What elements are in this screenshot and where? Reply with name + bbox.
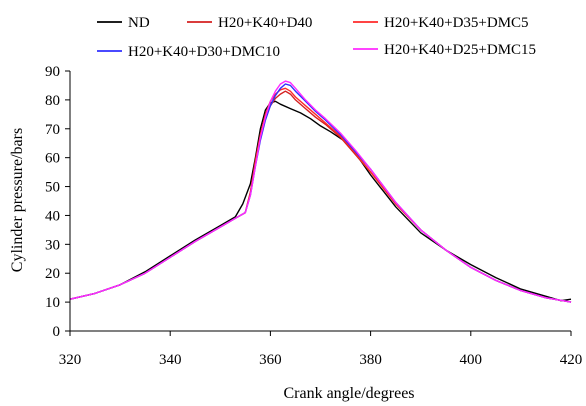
series-line-2 (69, 90, 572, 303)
y-tick-label: 30 (45, 237, 60, 253)
y-tick-label: 40 (45, 208, 60, 224)
x-tick-label: 340 (159, 352, 182, 368)
x-tick-label: 420 (560, 352, 583, 368)
legend-label: H20+K40+D30+DMC10 (128, 44, 280, 60)
legend-item-2: H20+K40+D40 (187, 15, 312, 31)
legend-item-3: H20+K40+D35+DMC5 (353, 15, 529, 31)
legend-label: H20+K40+D35+DMC5 (384, 15, 529, 31)
legend-label: ND (128, 15, 150, 31)
axes: 0 10 20 30 40 50 60 70 80 90 320 340 360 380 400 420 (45, 64, 582, 368)
series-line-1 (69, 100, 572, 302)
legend: ND H20+K40+D40 H20+K40+D35+DMC5 H20+K40+D30… (97, 15, 536, 60)
x-tick-label: 380 (359, 352, 382, 368)
legend-item-5: H20+K40+D25+DMC15 (353, 42, 536, 58)
y-tick-label: 50 (45, 180, 60, 196)
series-line-5 (69, 80, 572, 303)
legend-item-4: H20+K40+D30+DMC10 (97, 44, 280, 60)
y-tick-label: 60 (45, 151, 60, 167)
x-tick-label: 320 (59, 352, 82, 368)
y-tick-label: 90 (45, 64, 60, 80)
y-tick-label: 20 (45, 266, 60, 282)
y-tick-label: 70 (45, 122, 60, 138)
x-tick-label: 360 (259, 352, 282, 368)
x-axis-title: Crank angle/degrees (283, 385, 414, 402)
x-tick-label: 400 (460, 352, 483, 368)
legend-label: H20+K40+D40 (218, 15, 312, 31)
legend-label: H20+K40+D25+DMC15 (384, 42, 536, 58)
legend-item-1: ND (97, 15, 150, 31)
y-tick-label: 0 (53, 324, 61, 340)
plot-area (69, 80, 572, 303)
y-tick-label: 10 (45, 295, 60, 311)
y-tick-label: 80 (45, 93, 60, 109)
y-axis-title: Cylinder pressure/bars (9, 128, 26, 272)
series-line-4 (69, 83, 572, 303)
